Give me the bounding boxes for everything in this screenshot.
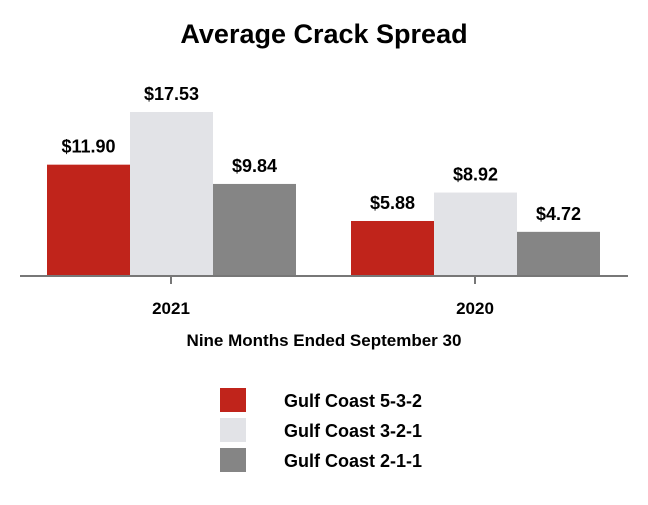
x-axis-label: Nine Months Ended September 30 [187, 331, 462, 350]
legend-label-series-1: Gulf Coast 5-3-2 [284, 391, 422, 411]
bar-2020-series-3 [517, 231, 600, 276]
bar-2021-series-2 [130, 112, 213, 276]
legend-label-series-3: Gulf Coast 2-1-1 [284, 451, 422, 471]
ticks-layer: 2021 2020 [152, 276, 494, 318]
legend: Gulf Coast 5-3-2 Gulf Coast 3-2-1 Gulf Coa… [220, 388, 422, 472]
bar-2021-series-1 [47, 164, 130, 276]
legend-swatch-series-2 [220, 418, 246, 442]
data-label-2020-series-3: $4.72 [536, 204, 581, 224]
x-tick-label-2021: 2021 [152, 299, 190, 318]
data-label-2020-series-2: $8.92 [453, 165, 498, 185]
data-label-2021-series-2: $17.53 [144, 84, 199, 104]
data-label-2021-series-3: $9.84 [232, 156, 277, 176]
data-label-2021-series-1: $11.90 [61, 137, 115, 157]
x-tick-label-2020: 2020 [456, 299, 494, 318]
chart-title: Average Crack Spread [180, 19, 467, 49]
bars-layer: $11.90 $17.53 $9.84 $5.88 $8.92 $4.72 [47, 84, 600, 276]
bar-2021-series-3 [213, 183, 296, 276]
data-label-2020-series-1: $5.88 [370, 193, 415, 213]
legend-swatch-series-3 [220, 448, 246, 472]
bar-2020-series-1 [351, 220, 434, 276]
legend-swatch-series-1 [220, 388, 246, 412]
bar-2020-series-2 [434, 192, 517, 276]
legend-label-series-2: Gulf Coast 3-2-1 [284, 421, 422, 441]
